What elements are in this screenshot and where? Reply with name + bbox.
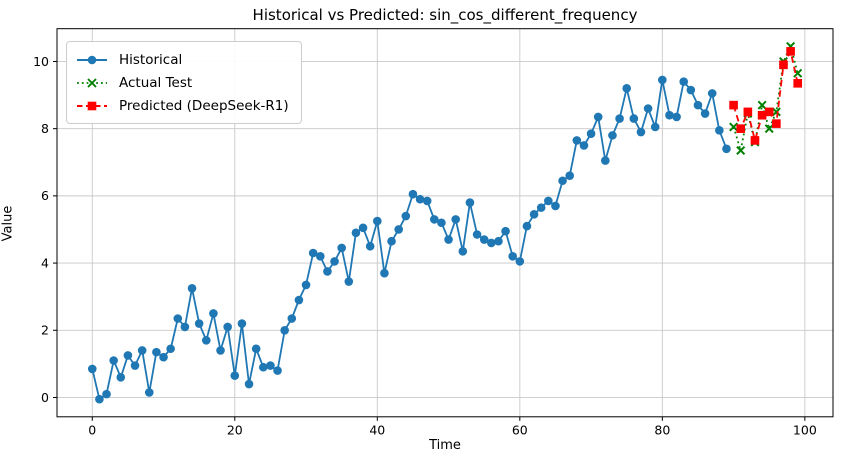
swatch-circle-marker: [87, 55, 97, 64]
svg-text:100: 100: [793, 422, 817, 437]
svg-text:6: 6: [41, 188, 49, 203]
predicted-line-swatch-icon: [77, 101, 107, 110]
series-predicted-deepseek-r1-: [729, 47, 803, 145]
legend-item-actual-test: Actual Test: [75, 71, 289, 94]
svg-text:0: 0: [41, 390, 49, 405]
svg-text:60: 60: [512, 422, 528, 437]
legend-label-predicted: Predicted (DeepSeek-R1): [119, 97, 289, 114]
legend: Historical Actual Test Predicted (DeepSe…: [66, 41, 302, 124]
svg-text:2: 2: [41, 323, 49, 338]
historical-line-swatch-icon: [77, 55, 107, 64]
swatch-square-marker: [87, 101, 97, 110]
legend-item-historical: Historical: [75, 48, 289, 71]
legend-label-actual-test: Actual Test: [119, 74, 193, 91]
plot-border: [56, 28, 834, 418]
svg-text:8: 8: [41, 121, 49, 136]
swatch-x-marker: [87, 77, 97, 88]
svg-text:0: 0: [88, 422, 96, 437]
actual-test-line-swatch-icon: [77, 77, 107, 88]
legend-item-predicted: Predicted (DeepSeek-R1): [75, 94, 289, 117]
svg-text:40: 40: [369, 422, 385, 437]
svg-text:20: 20: [227, 422, 243, 437]
y-axis-label: Value: [0, 205, 16, 242]
legend-label-historical: Historical: [119, 51, 183, 68]
x-axis-label: Time: [429, 438, 461, 453]
tick-labels: 0 20 40 60 80 100 0 2 4 6 8 10: [33, 54, 817, 438]
series-historical: [87, 75, 731, 404]
series-actual-test: [729, 41, 803, 156]
svg-text:80: 80: [654, 422, 670, 437]
svg-text:4: 4: [41, 255, 49, 270]
chart-title: Historical vs Predicted: sin_cos_differe…: [252, 6, 638, 24]
tick-marks: [53, 60, 806, 421]
svg-text:10: 10: [33, 54, 49, 69]
